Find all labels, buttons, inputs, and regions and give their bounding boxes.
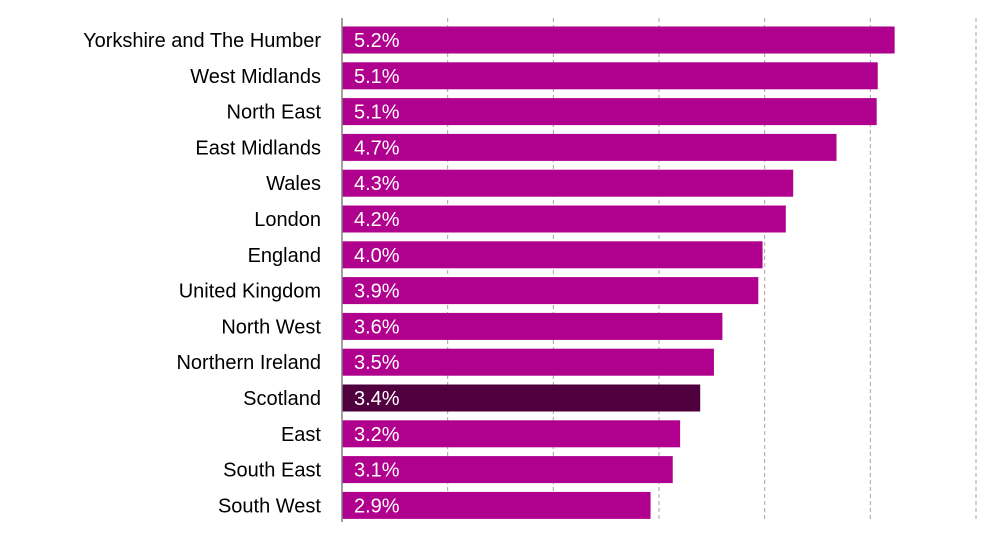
category-label: Yorkshire and The Humber — [83, 30, 321, 52]
category-label: South East — [223, 460, 321, 482]
data-label: 3.5% — [354, 352, 400, 374]
bar — [342, 420, 681, 448]
category-label: West Midlands — [190, 66, 321, 88]
category-labels: Yorkshire and The Humber West Midlands Nor… — [83, 30, 321, 517]
category-label: North East — [227, 102, 322, 124]
data-label: 3.6% — [354, 316, 400, 338]
category-label: England — [248, 245, 321, 267]
data-label: 4.3% — [354, 173, 400, 195]
data-label: 4.2% — [354, 209, 400, 231]
category-label: North West — [221, 316, 321, 338]
bar — [342, 384, 701, 412]
data-label: 3.4% — [354, 388, 400, 410]
bar — [342, 26, 895, 54]
data-label: 4.0% — [354, 245, 400, 267]
data-label: 3.2% — [354, 424, 400, 446]
bar — [342, 277, 759, 305]
category-label: Wales — [266, 173, 321, 195]
bar — [342, 133, 837, 161]
data-label: 5.1% — [354, 102, 400, 124]
data-label: 5.2% — [354, 30, 400, 52]
category-label: United Kingdom — [179, 281, 321, 303]
bar — [342, 456, 673, 484]
bar — [342, 241, 763, 269]
data-label: 3.1% — [354, 460, 400, 482]
data-label: 5.1% — [354, 66, 400, 88]
bar — [342, 205, 786, 233]
data-label: 3.9% — [354, 281, 400, 303]
category-label: Scotland — [243, 388, 321, 410]
bar — [342, 312, 723, 340]
category-label: South West — [218, 495, 321, 517]
value-labels: 5.2% 5.1% 5.1% 4.7% 4.3% 4.2% 4.0% 3.9% 3.6% 3.5%… — [354, 30, 400, 517]
data-label: 4.7% — [354, 137, 400, 159]
bar — [342, 491, 651, 519]
data-label: 2.9% — [354, 495, 400, 517]
category-label: East — [281, 424, 321, 446]
bar — [342, 348, 714, 376]
category-label: Northern Ireland — [176, 352, 321, 374]
bar — [342, 98, 877, 126]
bar — [342, 62, 878, 90]
category-label: London — [254, 209, 321, 231]
category-label: East Midlands — [195, 137, 321, 159]
bars — [342, 26, 895, 519]
bar — [342, 169, 794, 197]
